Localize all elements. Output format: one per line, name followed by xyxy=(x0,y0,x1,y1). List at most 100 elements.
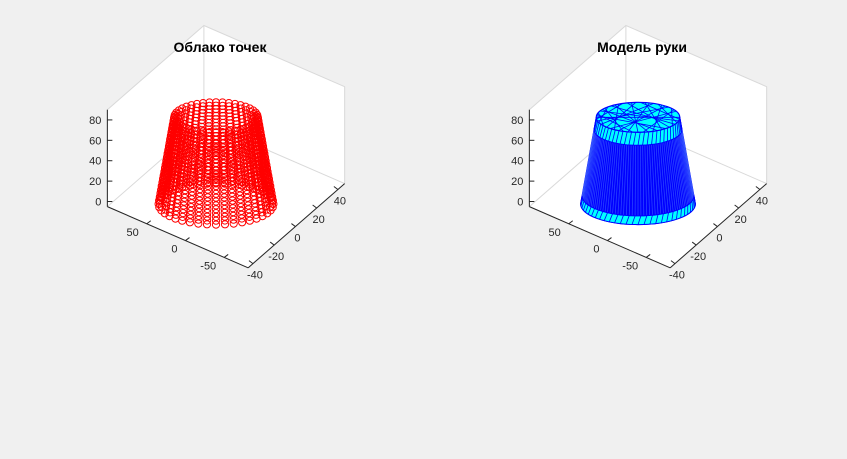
arm-model-axes[interactable]: 0 20 40 60 80 50 0 -50 -40 -20 0 20 40 Модель руки xyxy=(511,24,768,282)
x-tick-label: 20 xyxy=(735,214,747,226)
mesh-line xyxy=(586,124,602,214)
mesh-line xyxy=(611,130,620,223)
mesh-triangle-edge xyxy=(615,130,620,144)
data-point xyxy=(220,193,229,202)
data-point xyxy=(203,204,212,214)
y-tick xyxy=(568,220,574,225)
data-point xyxy=(229,180,238,189)
mesh-triangle-edge xyxy=(583,202,587,211)
data-point xyxy=(161,187,170,196)
data-point xyxy=(194,219,203,228)
mesh-line xyxy=(597,127,609,219)
mesh-triangle-edge xyxy=(608,128,613,142)
x-tick-label: -40 xyxy=(247,270,263,282)
y-tick-label: 0 xyxy=(171,244,177,256)
mesh-triangle-edge xyxy=(637,215,642,225)
mesh-line xyxy=(658,130,668,222)
mesh-line xyxy=(581,120,598,209)
mesh-line xyxy=(673,124,689,215)
data-point xyxy=(220,204,229,214)
mesh-line xyxy=(608,130,618,222)
mesh-cap-triangle xyxy=(602,109,658,131)
data-point xyxy=(211,216,221,225)
mesh-line xyxy=(585,123,601,213)
data-point xyxy=(186,214,195,223)
data-point xyxy=(195,204,204,213)
x-tick-label: -20 xyxy=(268,251,284,263)
y-tick xyxy=(146,220,152,225)
y-tick xyxy=(645,254,651,258)
mesh-triangle-edge xyxy=(672,125,674,139)
z-tick-label: 80 xyxy=(511,115,523,127)
data-point xyxy=(237,178,246,187)
data-point xyxy=(228,200,237,209)
mesh-cap-triangle xyxy=(627,102,650,133)
mesh-triangle-edge xyxy=(599,211,604,220)
z-tick-label: 0 xyxy=(517,197,523,209)
mesh-line xyxy=(642,132,645,225)
data-point xyxy=(257,208,266,217)
data-point xyxy=(203,201,212,210)
data-point xyxy=(166,208,175,217)
data-point xyxy=(228,188,237,197)
x-tick xyxy=(734,204,739,209)
data-point xyxy=(203,216,212,225)
data-point xyxy=(211,205,221,214)
z-tick-label: 80 xyxy=(89,115,101,127)
mesh-cap-triangle xyxy=(610,105,676,125)
data-point xyxy=(203,189,212,198)
data-point xyxy=(245,216,254,225)
plot-title: Облако точек xyxy=(174,39,268,55)
mesh-triangle-edge xyxy=(594,121,599,133)
data-point xyxy=(160,190,169,199)
data-point xyxy=(228,192,237,201)
data-point xyxy=(220,216,229,225)
mesh-cap-triangle xyxy=(631,102,639,133)
x-tick-label: 0 xyxy=(294,233,300,245)
mesh-triangle-edge xyxy=(625,215,630,225)
x-tick xyxy=(269,241,275,246)
mesh-triangle-edge xyxy=(599,125,604,138)
data-point xyxy=(220,197,229,206)
x-tick xyxy=(670,260,676,265)
y-tick xyxy=(607,237,612,241)
x-tick xyxy=(713,223,718,227)
mesh-triangle-edge xyxy=(655,130,658,144)
data-point xyxy=(229,211,238,220)
data-point xyxy=(263,209,272,218)
mesh-triangle-edge xyxy=(674,124,677,138)
mesh-triangle-edge xyxy=(676,209,678,220)
mesh-line xyxy=(603,129,614,221)
data-point xyxy=(199,127,208,136)
mesh-triangle-edge xyxy=(659,129,662,144)
point-cloud-axes[interactable]: 0 20 40 60 80 50 0 -50 -40 -20 0 20 40 Облако точек xyxy=(89,24,346,282)
mesh-cap-triangle xyxy=(614,104,649,133)
mesh-cap-triangle xyxy=(610,110,677,129)
y-tick xyxy=(223,254,229,258)
z-tick-label: 0 xyxy=(95,197,101,209)
mesh-triangle-edge xyxy=(637,132,641,146)
data-point xyxy=(194,215,203,224)
mesh-triangle-edge xyxy=(633,132,637,146)
y-tick-label: -50 xyxy=(622,260,638,272)
mesh-line xyxy=(591,126,605,217)
data-point xyxy=(229,215,238,224)
mesh-line xyxy=(582,121,599,210)
mesh-cap-triangle xyxy=(652,104,663,132)
mesh-line xyxy=(667,127,679,219)
mesh-line xyxy=(670,126,683,218)
mesh-triangle-edge xyxy=(693,194,696,205)
mesh-triangle-edge xyxy=(691,200,693,211)
mesh-line xyxy=(662,129,673,221)
x-tick-label: 40 xyxy=(756,195,768,207)
data-point xyxy=(220,208,229,217)
data-point xyxy=(202,220,212,229)
mesh-triangle-edge xyxy=(661,213,664,223)
data-point xyxy=(236,199,245,208)
mesh-line xyxy=(625,131,630,225)
mesh-triangle-edge xyxy=(678,119,682,133)
mesh-triangle-edge xyxy=(677,121,681,135)
data-point xyxy=(203,197,212,206)
mesh-triangle-edge xyxy=(676,122,679,137)
